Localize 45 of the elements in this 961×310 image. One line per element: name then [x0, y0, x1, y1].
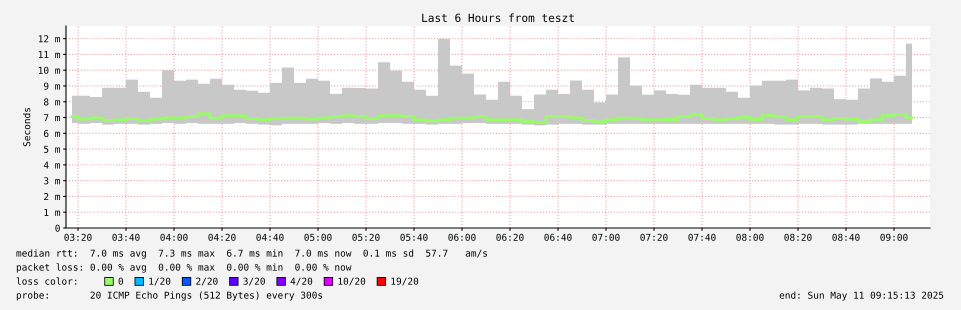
x-tick-label: 05:00 [304, 234, 332, 241]
y-tick-label: 6 m [44, 130, 60, 138]
x-tick-label: 09:00 [880, 234, 908, 241]
y-tick-label: 2 m [44, 193, 60, 200]
legend-label: 4/20 [290, 278, 312, 286]
x-tick-label: 08:20 [784, 234, 812, 241]
y-tick-label: 7 m [44, 114, 60, 122]
x-tick-label: 08:00 [736, 234, 764, 241]
x-tick-label: 04:20 [208, 234, 236, 241]
y-tick-label: 10 m [38, 66, 60, 74]
x-tick-label: 06:40 [544, 234, 572, 241]
y-tick-label: 5 m [44, 146, 60, 153]
x-tick-label: 08:40 [832, 234, 860, 241]
legend-label: 19/20 [392, 278, 418, 286]
x-tick-label: 07:00 [592, 234, 620, 241]
x-tick-label: 05:40 [400, 234, 428, 241]
x-tick-label: 07:40 [688, 234, 716, 241]
text: end: Sun May 11 09:15:13 2025 [780, 291, 944, 301]
chart-title: Last 6 Hours from teszt [422, 13, 574, 22]
y-tick-label: 4 m [44, 162, 60, 168]
x-tick-label: 05:20 [352, 234, 380, 241]
y-tick-label: 3 m [44, 177, 60, 184]
x-tick-label: 03:40 [112, 234, 140, 241]
y-tick-label: 12 m [38, 35, 60, 42]
x-tick-label: 06:20 [496, 234, 524, 241]
text: packet loss: 0.00 % avg 0.00 % max 0.00 % min 0.00 % now [16, 263, 352, 273]
legend-label: 10/20 [338, 278, 366, 286]
y-axis-title: Seconds [23, 108, 30, 146]
text: probe: 20 ICMP Echo Pings (512 Bytes) every 300s [16, 291, 322, 301]
x-tick-label: 04:00 [160, 234, 188, 241]
x-tick-label: 03:20 [64, 234, 92, 241]
legend-label: 3/20 [243, 278, 265, 286]
x-tick-label: 06:00 [448, 234, 476, 241]
y-tick-label: 9 m [44, 82, 60, 90]
legend-label: 0 [118, 278, 124, 285]
y-tick-label: 1 m [44, 208, 60, 216]
x-tick-label: 04:40 [256, 234, 284, 241]
legend-label: 2/20 [196, 278, 218, 286]
legend-title: loss color: [16, 277, 76, 285]
x-tick-label: 07:20 [640, 234, 668, 241]
y-tick-label: 8 m [44, 98, 60, 106]
text: median rtt: 7.0 ms avg 7.3 ms max 6.7 ms min 7.0 ms now 0.1 ms sd 57.7 am/s [16, 249, 488, 259]
y-tick-label: 11 m [38, 51, 60, 58]
y-tick-label: 0 [55, 224, 60, 232]
legend-label: 1/20 [149, 278, 170, 286]
